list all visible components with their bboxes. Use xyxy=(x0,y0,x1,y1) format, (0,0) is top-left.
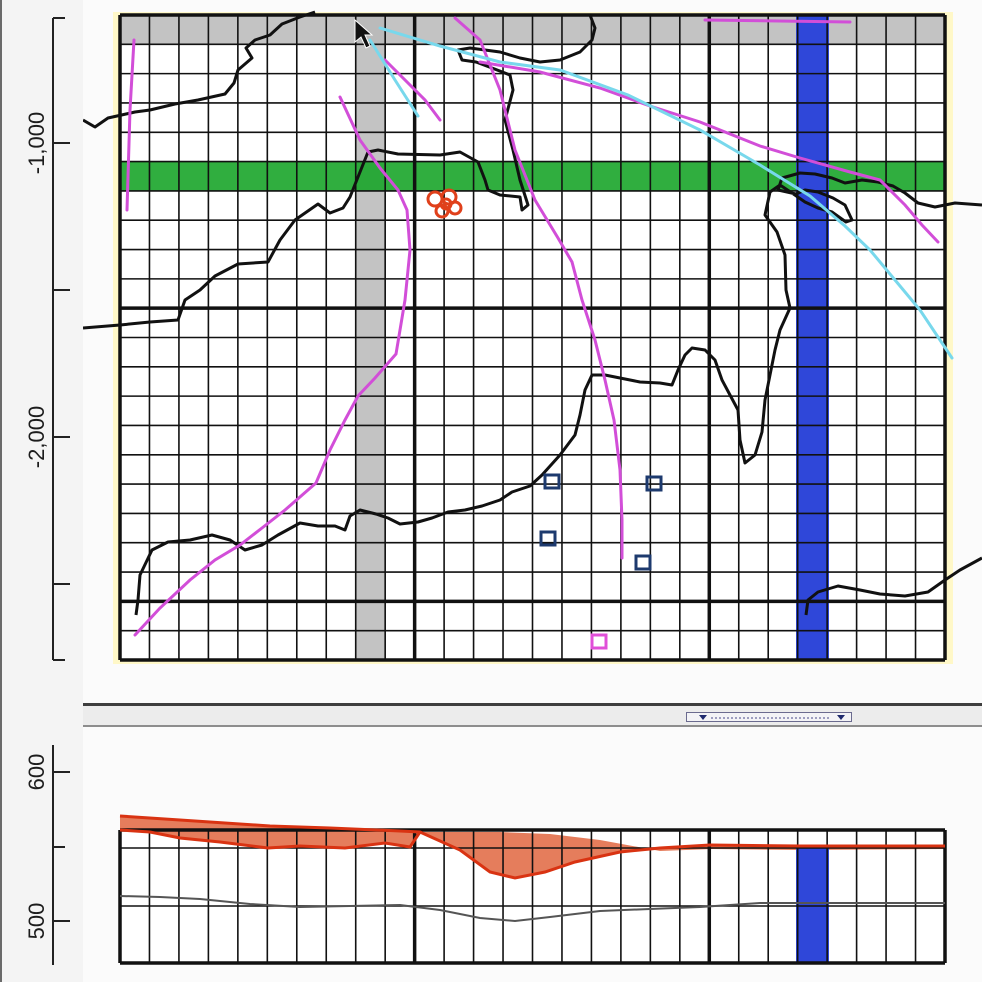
y-label-500: 500 xyxy=(24,903,49,940)
navy-square-marker xyxy=(543,473,561,490)
map-canvas[interactable] xyxy=(83,0,982,704)
section-top-line xyxy=(119,814,945,880)
section-canvas[interactable] xyxy=(83,727,982,982)
pane-splitter[interactable] xyxy=(83,703,982,727)
fault-line-left xyxy=(125,38,136,212)
contour-lines xyxy=(83,10,982,616)
contour-line-upper-mid xyxy=(83,14,597,330)
map-grid xyxy=(118,13,947,662)
contour-line-right-loop xyxy=(134,171,982,616)
fault-line-center-left xyxy=(133,95,412,637)
y-label-1000: -1,000 xyxy=(24,112,49,174)
section-base-line xyxy=(119,828,422,850)
cyan-line-long xyxy=(378,26,954,360)
navy-square-markers[interactable] xyxy=(539,473,663,571)
chevron-down-icon[interactable] xyxy=(699,715,707,720)
y-label-600: 600 xyxy=(24,754,49,791)
red-circle-marker xyxy=(439,197,453,211)
splitter-handle[interactable] xyxy=(686,712,852,722)
navy-square-marker xyxy=(634,554,652,571)
navy-square-marker xyxy=(645,475,663,492)
fault-line-center-right xyxy=(453,16,624,560)
fault-line-upper-right xyxy=(703,18,852,24)
splitter-handle-graphic xyxy=(699,715,845,720)
contour-line-bottom-right xyxy=(804,556,982,616)
contour-line-top xyxy=(83,10,316,129)
mouse-cursor-icon xyxy=(354,18,374,49)
y-label-2000: -2,000 xyxy=(24,406,49,468)
ruler-edge xyxy=(0,0,2,982)
chevron-down-icon[interactable] xyxy=(837,715,845,720)
ruler-ticks: -1,000 -2,000 600 500 xyxy=(24,17,70,965)
fault-line-center xyxy=(383,58,442,122)
red-circle-cluster[interactable] xyxy=(426,188,463,219)
fault-lines-magenta xyxy=(125,16,940,637)
fault-line-diagonal xyxy=(478,60,940,244)
map-view-pane[interactable] xyxy=(83,0,982,704)
magenta-square-marker[interactable] xyxy=(590,633,608,650)
fault-lines-cyan xyxy=(368,26,954,360)
navy-square-marker xyxy=(539,530,557,547)
section-view-pane[interactable] xyxy=(83,727,982,982)
section-grid xyxy=(118,828,947,965)
vertical-ruler: -1,000 -2,000 600 500 xyxy=(0,0,83,982)
section-lower-line xyxy=(119,895,945,923)
cyan-line-short xyxy=(368,38,420,118)
